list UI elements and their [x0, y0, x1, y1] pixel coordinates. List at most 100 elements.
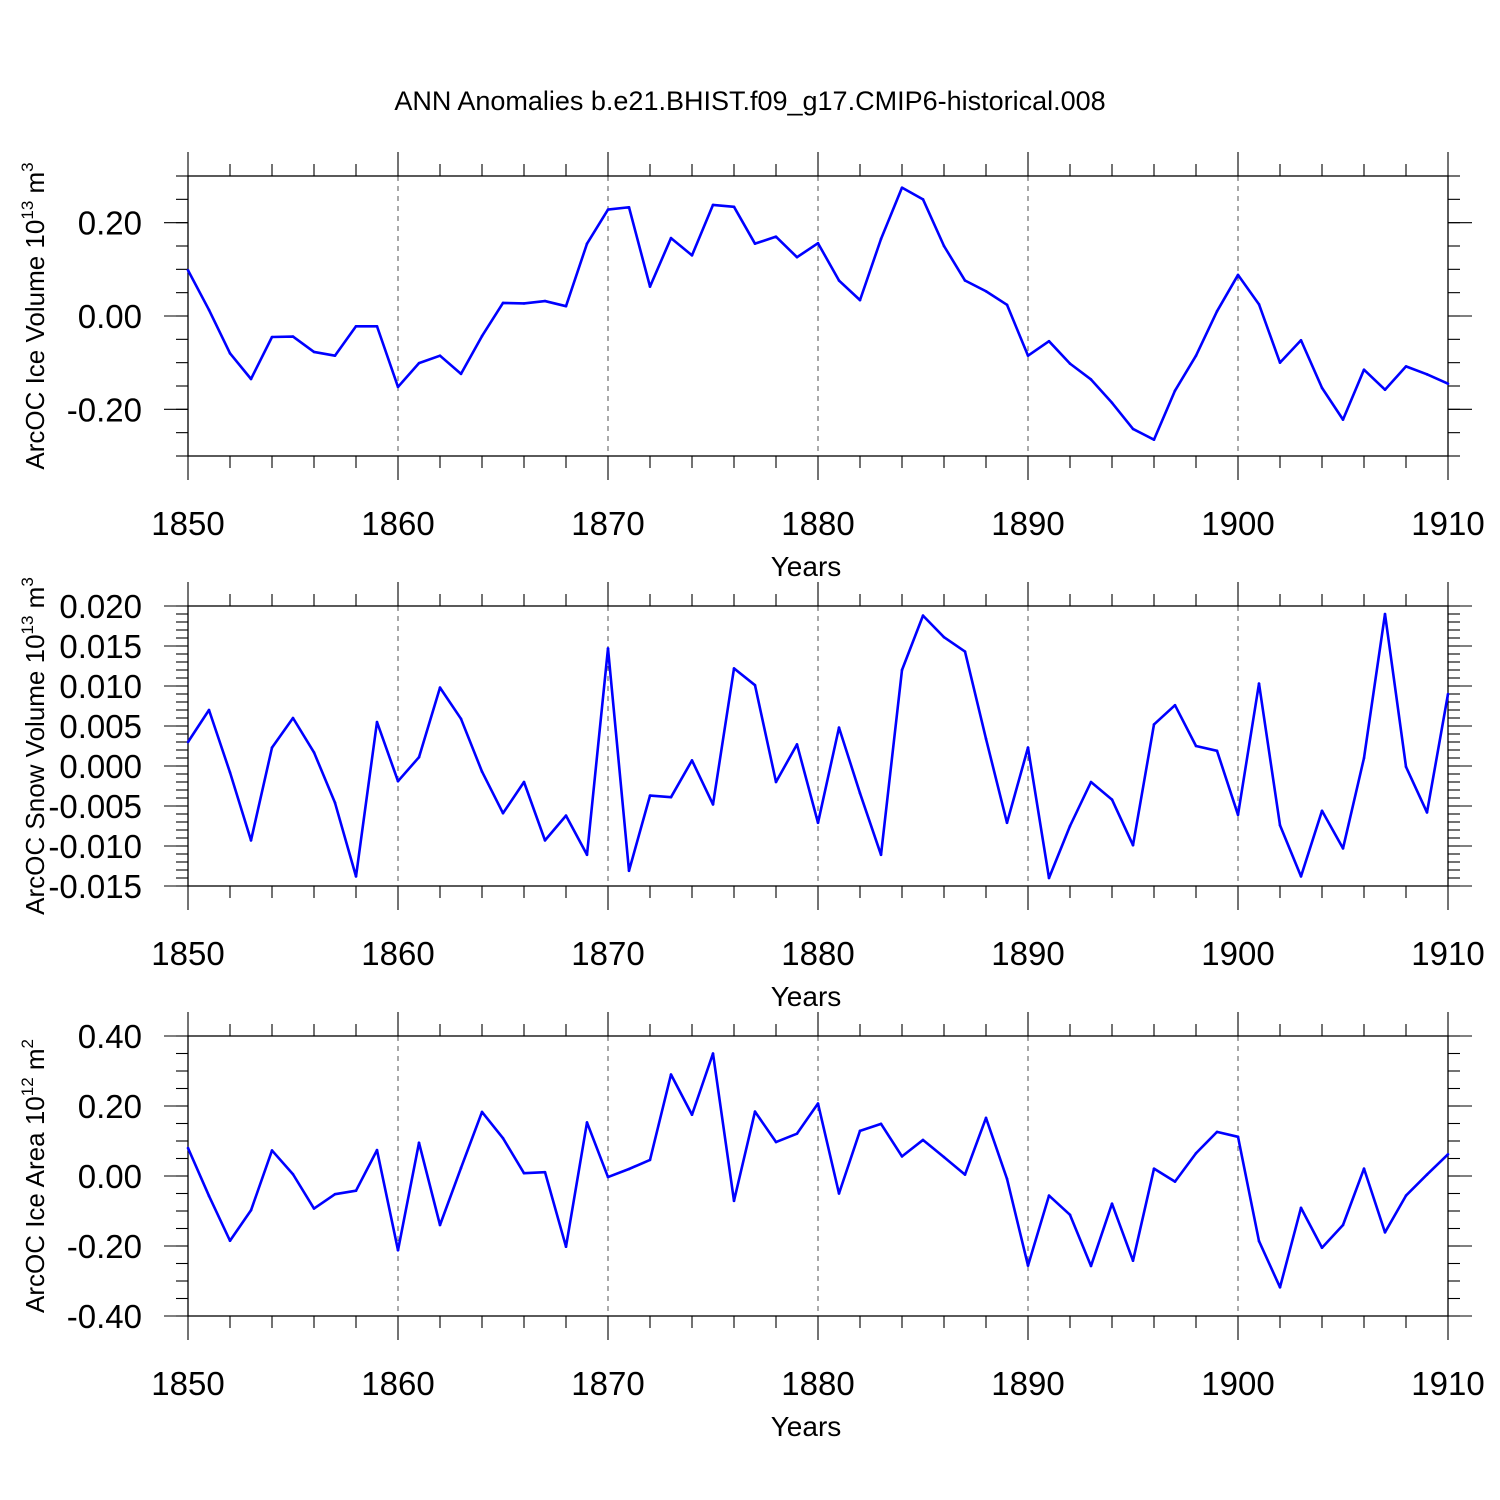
data-point-1857 [333, 354, 337, 357]
data-point-1880 [816, 241, 820, 245]
data-point-1906 [1362, 756, 1366, 760]
data-point-1871 [627, 869, 631, 873]
y-tick-label: 0.015 [59, 628, 142, 665]
data-point-1870 [606, 208, 610, 211]
data-point-1876 [732, 667, 736, 670]
data-point-1877 [753, 683, 757, 687]
data-point-1873 [669, 236, 673, 240]
data-point-1909 [1425, 1173, 1429, 1176]
x-axis-label: Years [771, 551, 842, 582]
data-point-1901 [1257, 1239, 1261, 1243]
x-tick-label: 1900 [1201, 935, 1274, 972]
data-point-1902 [1278, 1286, 1282, 1289]
data-point-1882 [858, 791, 862, 795]
data-point-1872 [648, 794, 652, 797]
data-point-1866 [522, 1171, 526, 1175]
data-point-1896 [1152, 1167, 1156, 1170]
y-tick-label: 0.20 [78, 205, 142, 242]
data-point-1863 [459, 717, 463, 721]
y-tick-label: 0.005 [59, 708, 142, 745]
data-point-1864 [480, 334, 484, 338]
data-point-1853 [249, 1209, 253, 1212]
data-point-1893 [1089, 1264, 1093, 1268]
y-axis-label-exponent: 12 [18, 1077, 37, 1096]
data-point-1907 [1383, 612, 1387, 616]
data-point-1891 [1047, 339, 1051, 343]
data-point-1889 [1005, 821, 1009, 825]
x-tick-label: 1880 [781, 1365, 854, 1402]
data-point-1896 [1152, 438, 1156, 441]
y-tick-label: 0.20 [78, 1088, 142, 1125]
data-point-1893 [1089, 378, 1093, 381]
y-axis-label-text: ArcOC Ice Area 10 [20, 1096, 50, 1313]
chart-title: ANN Anomalies b.e21.BHIST.f09_g17.CMIP6-… [394, 86, 1105, 116]
data-point-1851 [207, 708, 211, 712]
x-tick-label: 1890 [991, 505, 1064, 542]
data-point-1850 [186, 268, 190, 272]
data-point-1895 [1131, 427, 1135, 431]
data-point-1877 [753, 242, 757, 245]
x-tick-label: 1880 [781, 935, 854, 972]
data-point-1896 [1152, 723, 1156, 726]
data-point-1903 [1299, 875, 1303, 878]
y-axis-label-unit-exponent: 3 [18, 162, 37, 171]
y-tick-label: 0.020 [59, 588, 142, 625]
data-point-1859 [375, 720, 379, 724]
y-axis-label-exponent: 13 [18, 201, 37, 220]
data-point-1910 [1446, 1153, 1450, 1156]
x-tick-label: 1860 [361, 935, 434, 972]
data-point-1891 [1047, 1194, 1051, 1197]
x-tick-label: 1860 [361, 1365, 434, 1402]
data-point-1866 [522, 302, 526, 305]
data-point-1857 [333, 801, 337, 805]
chart-panel-1: -0.20 0.00 0.20 1850 1860 1870 1880 1890 1900 191… [18, 152, 1485, 582]
data-point-1907 [1383, 1231, 1387, 1234]
y-tick-label: -0.40 [67, 1298, 142, 1335]
data-point-1905 [1341, 847, 1345, 850]
data-point-1892 [1068, 1213, 1072, 1217]
x-tick-label: 1870 [571, 935, 644, 972]
data-point-1886 [942, 1155, 946, 1159]
data-point-1856 [312, 350, 316, 354]
data-point-1885 [921, 1138, 925, 1142]
x-tick-label: 1910 [1411, 935, 1484, 972]
data-point-1851 [207, 308, 211, 312]
data-point-1902 [1278, 823, 1282, 827]
data-point-1878 [774, 1140, 778, 1144]
data-point-1905 [1341, 1223, 1345, 1227]
data-point-1894 [1110, 401, 1114, 405]
y-tick-label: -0.005 [48, 788, 142, 825]
data-point-1890 [1026, 354, 1030, 357]
data-point-1858 [354, 875, 358, 878]
data-point-1908 [1404, 1194, 1408, 1197]
y-tick-label: 0.00 [78, 1158, 142, 1195]
data-point-1890 [1026, 1264, 1030, 1267]
data-point-1888 [984, 289, 988, 293]
data-point-1859 [375, 1148, 379, 1152]
data-point-1856 [312, 751, 316, 754]
data-point-1878 [774, 780, 778, 784]
data-point-1868 [564, 1245, 568, 1248]
y-axis-label-unit: m [20, 172, 50, 201]
data-point-1883 [879, 853, 883, 857]
x-tick-label: 1850 [151, 505, 224, 542]
data-point-1895 [1131, 843, 1135, 847]
x-axis-label: Years [771, 981, 842, 1012]
data-point-1879 [795, 743, 799, 746]
data-point-1865 [501, 811, 505, 815]
y-axis-label-unit-exponent: 2 [18, 1039, 37, 1048]
data-point-1875 [711, 1052, 715, 1055]
data-point-1900 [1236, 813, 1240, 817]
data-point-1850 [186, 1146, 190, 1150]
x-tick-label: 1910 [1411, 505, 1484, 542]
data-point-1910 [1446, 692, 1450, 696]
data-point-1883 [879, 1122, 883, 1126]
data-point-1888 [984, 1116, 988, 1120]
y-tick-label: 0.000 [59, 748, 142, 785]
data-point-1856 [312, 1207, 316, 1210]
data-point-1866 [522, 780, 526, 784]
data-point-1863 [459, 372, 463, 376]
data-point-1898 [1194, 1151, 1198, 1155]
data-point-1876 [732, 205, 736, 209]
data-point-1852 [228, 771, 232, 774]
